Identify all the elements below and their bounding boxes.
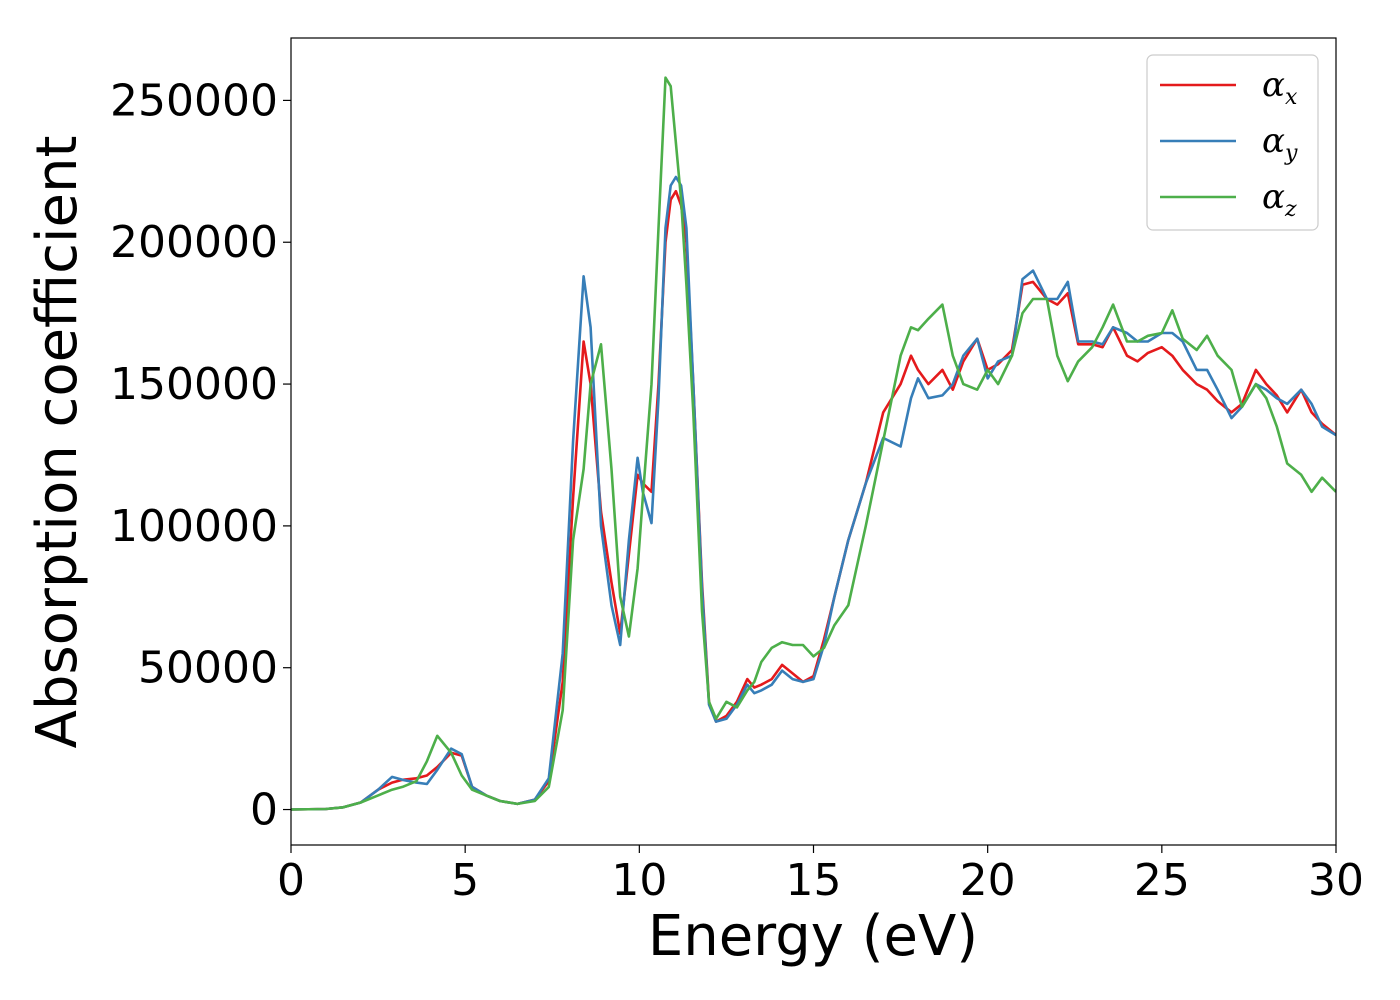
x-tick-label: 0: [277, 855, 305, 906]
y-tick-label: 100000: [110, 501, 278, 552]
y-axis-title: Absorption coefficient: [25, 136, 90, 749]
y-tick-label: 0: [250, 785, 278, 836]
legend-label-x: αx: [1262, 65, 1298, 110]
plot-area: [291, 76, 1336, 811]
series-line-y: [291, 175, 1336, 811]
legend-label-y: αy: [1262, 121, 1298, 166]
series-line-x: [291, 189, 1336, 811]
x-tick-label: 30: [1308, 855, 1364, 906]
axes: 0 5 10 15 20 25 30 0 50000 100000 150000 200000 2500…: [110, 37, 1364, 906]
y-tick-label: 150000: [110, 359, 278, 410]
legend-box: [1146, 54, 1319, 231]
y-tick-label: 50000: [138, 643, 278, 694]
y-tick-label: 200000: [110, 217, 278, 268]
series-line-z: [291, 76, 1336, 811]
x-tick-label: 20: [960, 855, 1016, 906]
x-tick-label: 10: [611, 855, 667, 906]
legend: αx αy αz: [1146, 54, 1319, 231]
legend-label-z: αz: [1262, 177, 1297, 222]
x-tick-label: 25: [1134, 855, 1190, 906]
y-tick-label: 250000: [110, 75, 278, 126]
x-tick-label: 15: [786, 855, 842, 906]
x-tick-label: 5: [451, 855, 479, 906]
x-axis-title: Energy (eV): [648, 904, 978, 969]
